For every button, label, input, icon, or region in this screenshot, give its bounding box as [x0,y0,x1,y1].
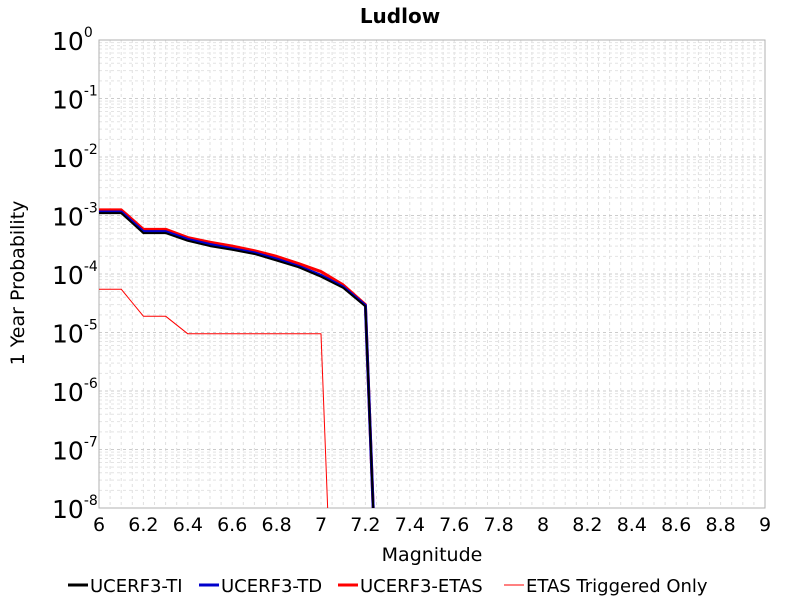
y-tick-label: 10-8 [52,493,98,524]
x-tick-label: 7.8 [483,514,513,536]
x-tick-label: 7.4 [395,514,425,536]
legend: UCERF3-TI UCERF3-TD UCERF3-ETAS ETAS Trigge… [68,576,708,597]
y-tick-label: 10-2 [52,142,98,173]
series-line-ucerf3-ti [99,212,375,509]
y-tick-label: 10-5 [52,318,98,349]
x-tick-label: 6 [93,514,105,536]
series-line-etas-triggered-only [99,288,329,509]
y-tick-label: 10-3 [52,201,98,232]
x-tick-label: 6.2 [128,514,158,536]
x-tick-label: 8.6 [661,514,691,536]
y-axis-ticks: 100 10-1 10-2 10-3 10-4 10-5 10-6 10-7 10-8 [52,25,98,524]
y-tick-label: 10-6 [52,376,98,407]
legend-label: UCERF3-TI [90,576,183,597]
series-layer [99,208,375,509]
y-tick-label: 10-4 [52,259,98,290]
series-line-ucerf3-etas [99,208,375,509]
plot-area [98,39,766,509]
x-tick-label: 8.4 [617,514,647,536]
y-tick-label: 10-1 [52,84,98,115]
y-tick-label: 10-7 [52,435,98,466]
y-axis-label: 1 Year Probability [7,201,29,366]
grid [98,40,766,509]
x-axis-ticks: 6 6.2 6.4 6.6 6.8 7 7.2 7.4 7.6 7.8 8 8.2 8.4 8.6 8.8 9 [93,514,771,536]
x-tick-label: 8.8 [705,514,735,536]
x-tick-label: 6.6 [217,514,247,536]
legend-label: UCERF3-ETAS [360,576,483,597]
x-tick-label: 7.2 [350,514,380,536]
y-tick-label: 100 [52,25,93,56]
legend-label: UCERF3-TD [221,576,322,597]
x-tick-label: 7.6 [439,514,469,536]
x-tick-label: 7 [315,514,327,536]
x-axis-label: Magnitude [382,544,483,566]
x-tick-label: 6.4 [173,514,203,536]
chart-title: Ludlow [360,4,440,28]
x-tick-label: 8.2 [572,514,602,536]
legend-label: ETAS Triggered Only [526,576,708,597]
x-tick-label: 9 [759,514,771,536]
x-tick-label: 8 [537,514,549,536]
x-tick-label: 6.8 [261,514,291,536]
